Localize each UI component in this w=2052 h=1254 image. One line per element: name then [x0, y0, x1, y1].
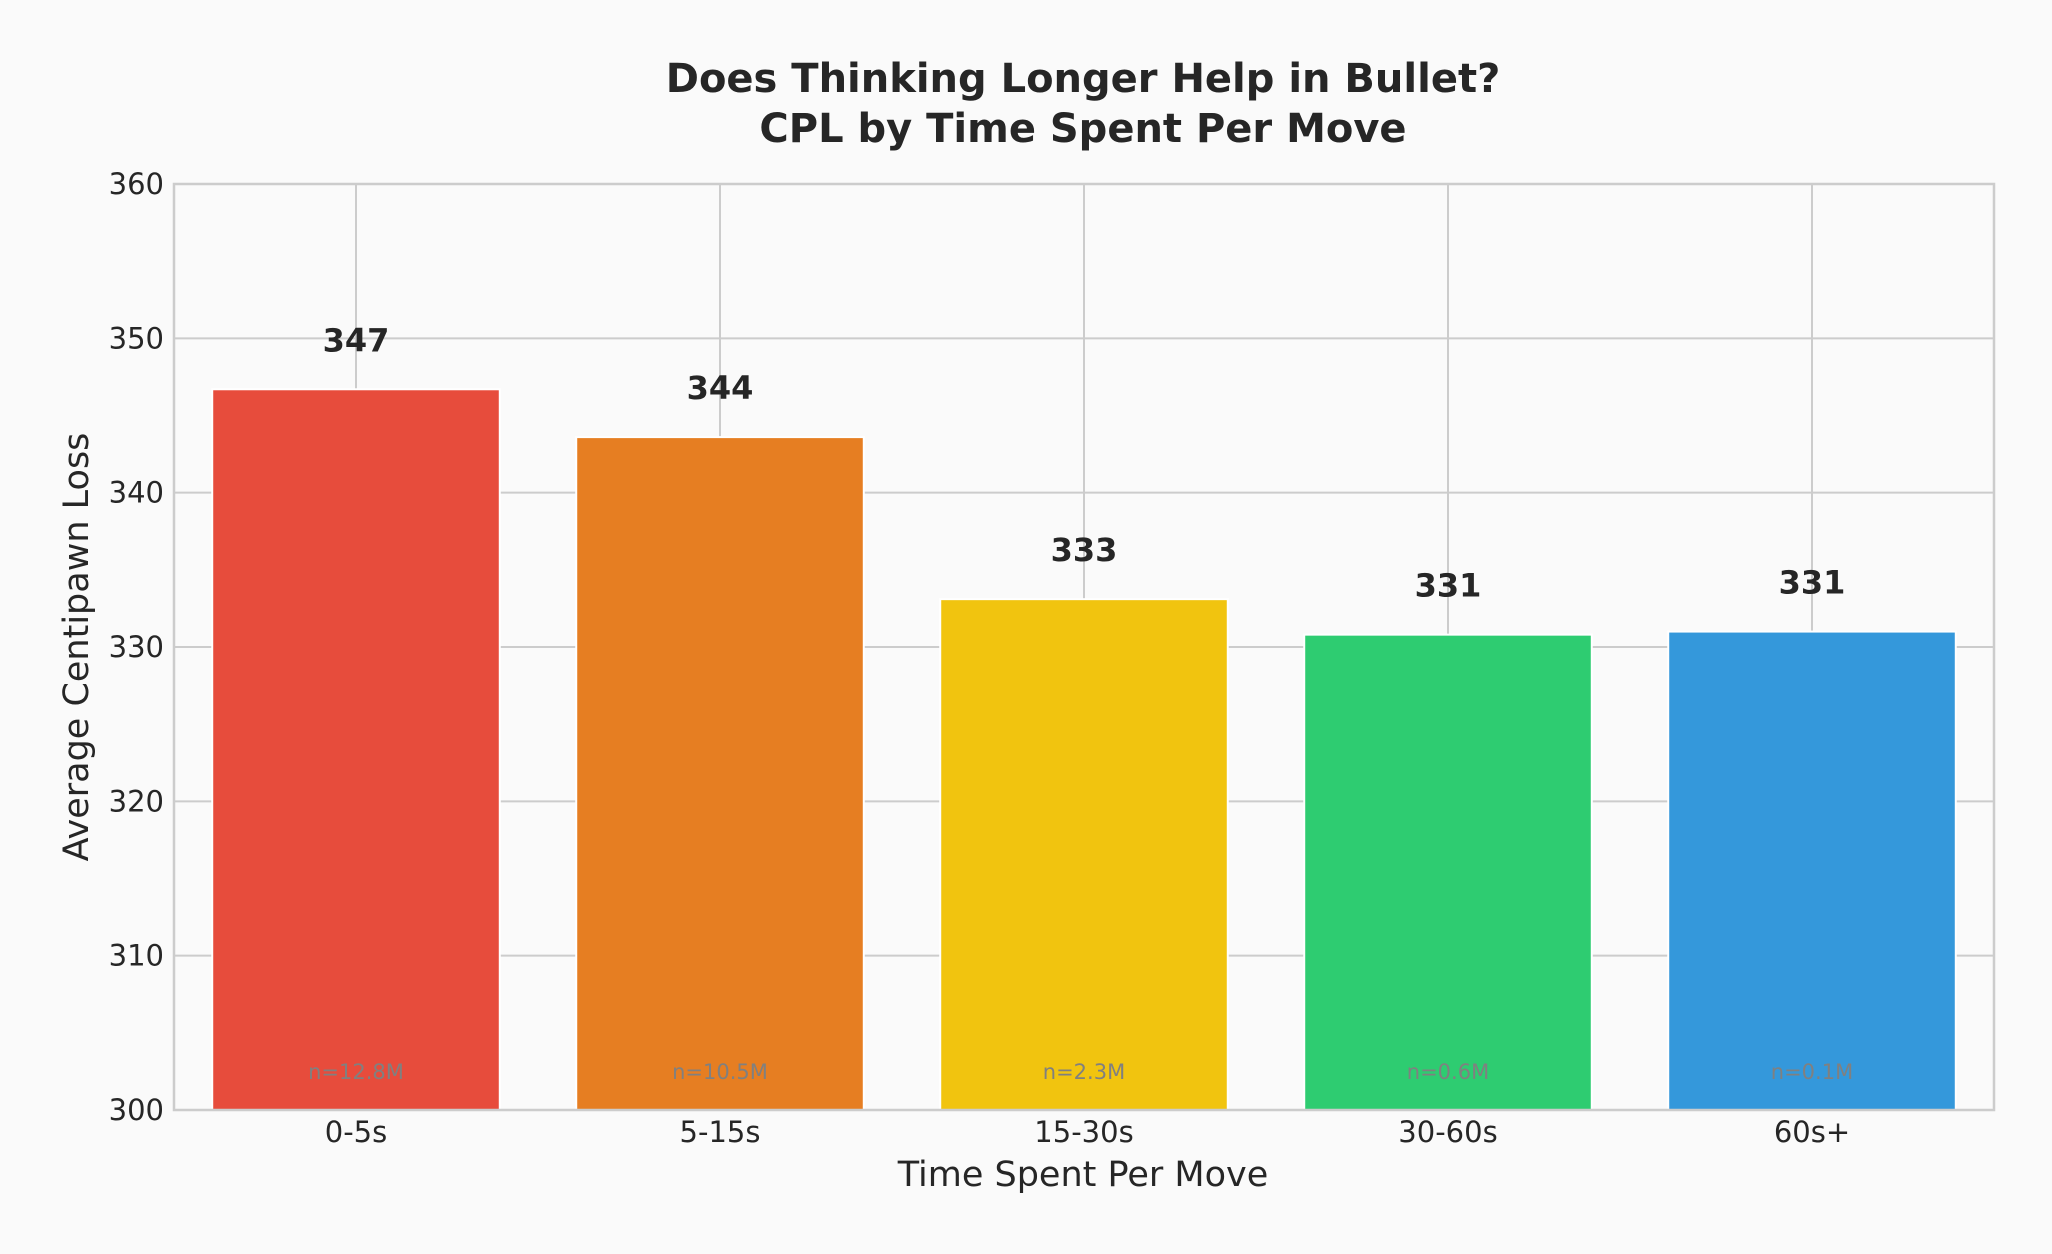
y-axis-label: Average Centipawn Loss: [57, 433, 97, 862]
x-tick-label: 0-5s: [325, 1115, 387, 1149]
bars: [211, 388, 1957, 1112]
y-tick-label: 340: [109, 476, 164, 510]
x-tick-label: 30-60s: [1398, 1115, 1497, 1149]
sample-size-label: n=2.3M: [1043, 1060, 1125, 1084]
value-label: 333: [1051, 531, 1118, 569]
bar-5-15s: [575, 436, 865, 1111]
chart-title-line-2: CPL by Time Spent Per Move: [759, 106, 1406, 152]
sample-size-label: n=12.8M: [308, 1060, 404, 1084]
y-tick-label: 330: [109, 630, 164, 664]
y-tick-label: 320: [109, 784, 164, 818]
x-axis-label: Time Spent Per Move: [897, 1155, 1269, 1195]
x-tick-label: 15-30s: [1034, 1115, 1133, 1149]
value-label: 331: [1779, 564, 1846, 602]
data-labels: 347 n=12.8M 344 n=10.5M 333 n=2.3M 331 n=0.6M 33…: [308, 321, 1853, 1084]
x-tick-label: 60s+: [1774, 1115, 1850, 1149]
y-tick-labels: 300 310 320 330 340 350 360: [109, 167, 164, 1127]
value-label: 347: [323, 321, 390, 359]
x-tick-label: 5-15s: [680, 1115, 761, 1149]
bar-30-60s: [1303, 633, 1593, 1111]
plot-frame: [172, 182, 1996, 1112]
value-label: 331: [1415, 567, 1482, 605]
y-tick-label: 360: [109, 167, 164, 201]
bar-0-5s: [211, 388, 501, 1112]
chart-title-line-1: Does Thinking Longer Help in Bullet?: [666, 56, 1501, 102]
y-tick-label: 350: [109, 321, 164, 355]
bar-60s+: [1667, 630, 1957, 1111]
sample-size-label: n=0.1M: [1771, 1060, 1853, 1084]
sample-size-label: n=0.6M: [1407, 1060, 1489, 1084]
x-tick-labels: 0-5s 5-15s 15-30s 30-60s 60s+: [325, 1115, 1850, 1149]
value-label: 344: [687, 369, 754, 407]
bar-15-30s: [939, 598, 1229, 1111]
y-tick-label: 310: [109, 939, 164, 973]
y-tick-label: 300: [109, 1093, 164, 1127]
sample-size-label: n=10.5M: [672, 1060, 768, 1084]
